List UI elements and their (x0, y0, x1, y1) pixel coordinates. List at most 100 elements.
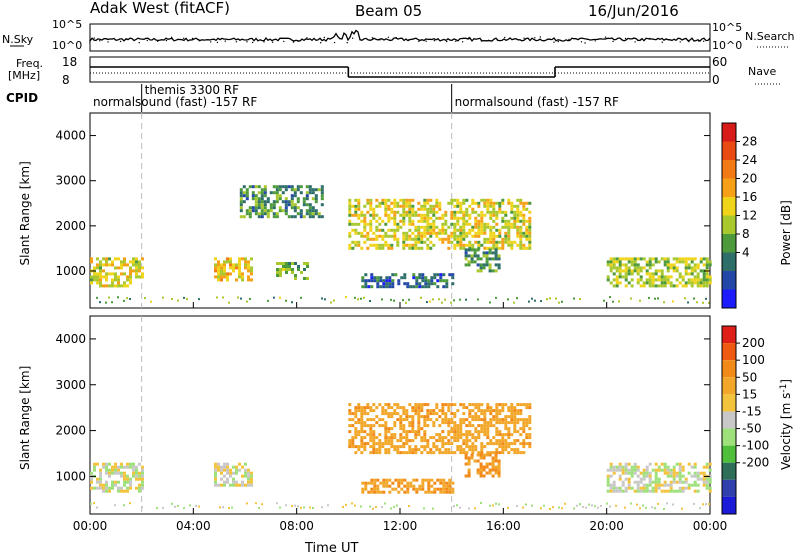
echo-cell (372, 439, 376, 443)
echo-cell (474, 222, 478, 226)
near-range-cell (279, 296, 281, 299)
echo-cell (370, 276, 374, 280)
echo-cell (525, 228, 529, 232)
echo-cell (308, 215, 312, 219)
echo-cell (411, 439, 415, 443)
echo-cell (223, 480, 226, 484)
echo-cell (132, 462, 135, 466)
echo-cell (519, 210, 523, 214)
echo-cell (498, 231, 502, 235)
nsearch-point (263, 41, 265, 43)
echo-cell (123, 263, 126, 267)
echo-cell (408, 237, 412, 241)
echo-cell (663, 263, 667, 267)
colorbar-tick-label: 16 (742, 190, 757, 204)
echo-cell (239, 215, 243, 219)
echo-cell (111, 465, 114, 469)
echo-cell (417, 424, 421, 428)
echo-cell (423, 201, 427, 205)
echo-cell (438, 424, 442, 428)
echo-cell (654, 480, 658, 484)
echo-cell (217, 468, 220, 472)
echo-cell (450, 442, 454, 446)
echo-cell (217, 260, 220, 264)
echo-cell (294, 277, 297, 280)
echo-cell (459, 421, 463, 425)
echo-cell (390, 228, 394, 232)
echo-cell (684, 263, 688, 267)
echo-cell (260, 197, 264, 201)
echo-cell (232, 465, 235, 469)
echo-cell (675, 278, 679, 282)
echo-cell (263, 203, 267, 207)
echo-cell (663, 275, 667, 279)
echo-cell (702, 257, 706, 261)
echo-cell (418, 484, 422, 488)
echo-cell (525, 231, 529, 235)
echo-cell (402, 424, 406, 428)
echo-cell (474, 430, 478, 434)
nsearch-point (584, 42, 586, 44)
echo-cell (657, 468, 661, 472)
echo-cell (648, 489, 652, 493)
echo-cell (459, 418, 463, 422)
near-range-cell (672, 503, 674, 506)
echo-cell (138, 477, 141, 481)
echo-cell (399, 198, 403, 202)
echo-cell (396, 201, 400, 205)
echo-cell (129, 266, 132, 270)
echo-cell (117, 486, 120, 490)
echo-cell (288, 265, 291, 268)
freq-label-1: Freq. (16, 57, 43, 70)
echo-cell (302, 203, 306, 207)
y-tick-label: 3000 (55, 174, 86, 188)
nsearch-point (283, 40, 285, 43)
echo-cell (498, 201, 502, 205)
echo-cell (444, 210, 448, 214)
echo-cell (699, 471, 703, 475)
nsearch-point (539, 36, 542, 38)
near-range-cell (342, 505, 344, 508)
echo-cell (364, 273, 368, 277)
echo-cell (462, 243, 466, 247)
echo-cell (462, 234, 466, 238)
near-range-cell (381, 298, 383, 301)
echo-cell (99, 483, 102, 487)
echo-cell (438, 201, 442, 205)
echo-cell (105, 471, 108, 475)
echo-cell (302, 215, 306, 219)
echo-cell (636, 278, 640, 282)
echo-cell (250, 483, 253, 487)
near-range-cell (654, 507, 656, 510)
echo-cell (491, 269, 495, 273)
echo-cell (483, 430, 487, 434)
near-range-cell (513, 301, 515, 304)
echo-cell (229, 272, 232, 276)
echo-cell (305, 185, 309, 189)
echo-cell (217, 278, 220, 282)
echo-cell (507, 198, 511, 202)
echo-cell (263, 209, 267, 213)
echo-cell (492, 225, 496, 229)
echo-cell (226, 462, 229, 466)
echo-cell (675, 269, 679, 273)
echo-cell (102, 257, 105, 261)
echo-cell (260, 203, 264, 207)
echo-cell (427, 285, 431, 289)
echo-cell (624, 257, 628, 261)
echo-cell (666, 471, 670, 475)
heatmap-frame (89, 112, 711, 309)
echo-cell (630, 278, 634, 282)
echo-cell (354, 406, 358, 410)
echo-cell (418, 273, 422, 277)
echo-cell (360, 219, 364, 223)
echo-cell (504, 424, 508, 428)
echo-cell (480, 412, 484, 416)
echo-cell (388, 282, 392, 286)
echo-cell (351, 204, 355, 208)
echo-cell (693, 266, 697, 270)
echo-cell (254, 194, 258, 198)
echo-cell (498, 442, 502, 446)
echo-cell (381, 198, 385, 202)
echo-cell (96, 477, 99, 481)
